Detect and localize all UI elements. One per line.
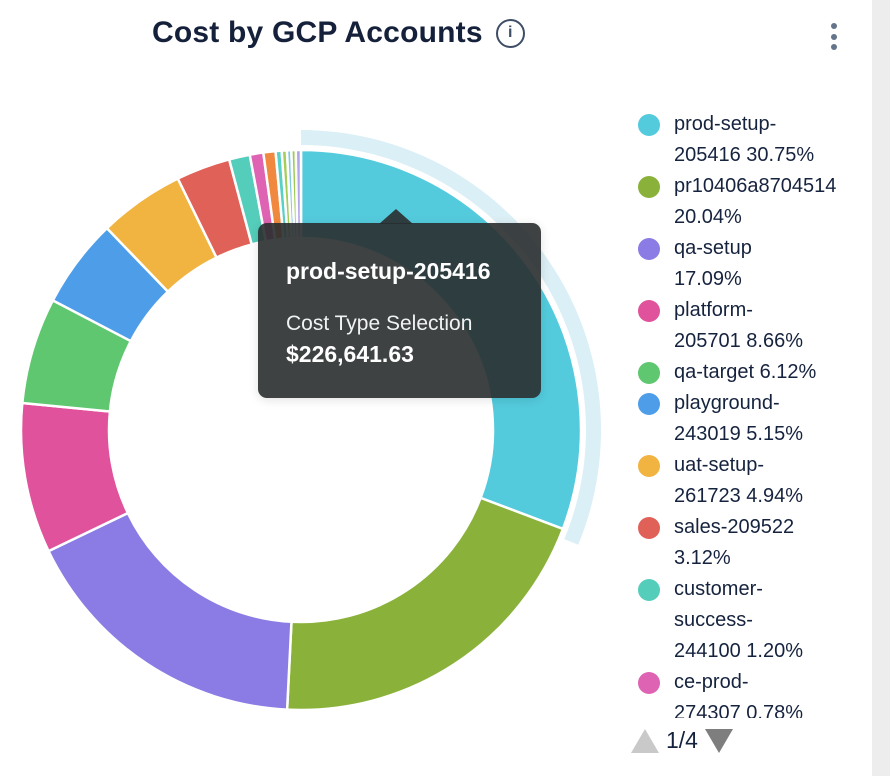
legend-pagination: 1/4 [631,727,733,754]
legend-item-qa-target[interactable]: qa-target 6.12% [638,357,871,388]
legend-dot [638,300,660,322]
page-indicator: 1/4 [666,727,698,753]
tooltip-label: Cost Type Selection [286,312,473,335]
kebab-menu-icon[interactable] [831,23,837,50]
legend-dot [638,114,660,136]
legend-label: ce-prod- 274307 0.78% [674,671,804,718]
legend-label: uat-setup- 261723 4.94% [674,454,804,507]
legend-dot [638,455,660,477]
legend-label: sales-209522 3.12% [674,516,795,569]
kebab-dot [831,23,837,29]
legend-label: playground- 243019 5.15% [674,392,804,445]
legend-dot [638,176,660,198]
legend-label: customer- success- 244100 1.20% [674,578,804,662]
legend-item-pr10406a8704514[interactable]: pr10406a8704514 20.04% [638,171,871,233]
page-title: Cost by GCP Accounts [152,16,483,49]
widget-header: Cost by GCP Accounts i [152,16,525,50]
tooltip-arrow [379,209,413,224]
legend-item-uat-setup-261723[interactable]: uat-setup- 261723 4.94% [638,450,871,512]
legend-item-platform-205701[interactable]: platform- 205701 8.66% [638,295,871,357]
kebab-dot [831,33,837,40]
donut-slice-qa-setup[interactable] [47,511,293,711]
page-background-strip [872,0,890,776]
legend-dot [638,579,660,601]
tooltip-value: $226,641.63 [286,341,414,367]
legend-dot [638,672,660,694]
legend-dot [638,517,660,539]
legend-item-ce-prod-274307[interactable]: ce-prod- 274307 0.78% [638,667,871,718]
legend-label: pr10406a8704514 20.04% [674,175,837,228]
kebab-dot [831,44,837,50]
legend-dot [638,238,660,260]
legend-item-qa-setup[interactable]: qa-setup 17.09% [638,233,871,295]
triangle-down-icon[interactable] [704,728,733,753]
legend-label: qa-setup 17.09% [674,237,752,290]
legend-item-prod-setup-205416[interactable]: prod-setup- 205416 30.75% [638,109,871,171]
chart-tooltip: prod-setup-205416 Cost Type Selection $2… [258,209,541,398]
legend-label: prod-setup- 205416 30.75% [674,113,815,166]
legend-label: qa-target 6.12% [674,361,817,383]
legend-item-playground-243019[interactable]: playground- 243019 5.15% [638,388,871,450]
donut-slice-pr10406a8704514[interactable] [285,496,565,712]
legend-dot [638,393,660,415]
legend-item-customer-success-244100[interactable]: customer- success- 244100 1.20% [638,574,871,667]
legend-dot [638,362,660,384]
info-icon[interactable]: i [495,18,525,48]
triangle-up-icon[interactable] [631,728,659,753]
chart-legend: prod-setup- 205416 30.75% pr10406a8704514… [638,109,871,718]
legend-label: platform- 205701 8.66% [674,299,804,352]
tooltip-title: prod-setup-205416 [286,258,491,284]
legend-item-sales-209522[interactable]: sales-209522 3.12% [638,512,871,574]
